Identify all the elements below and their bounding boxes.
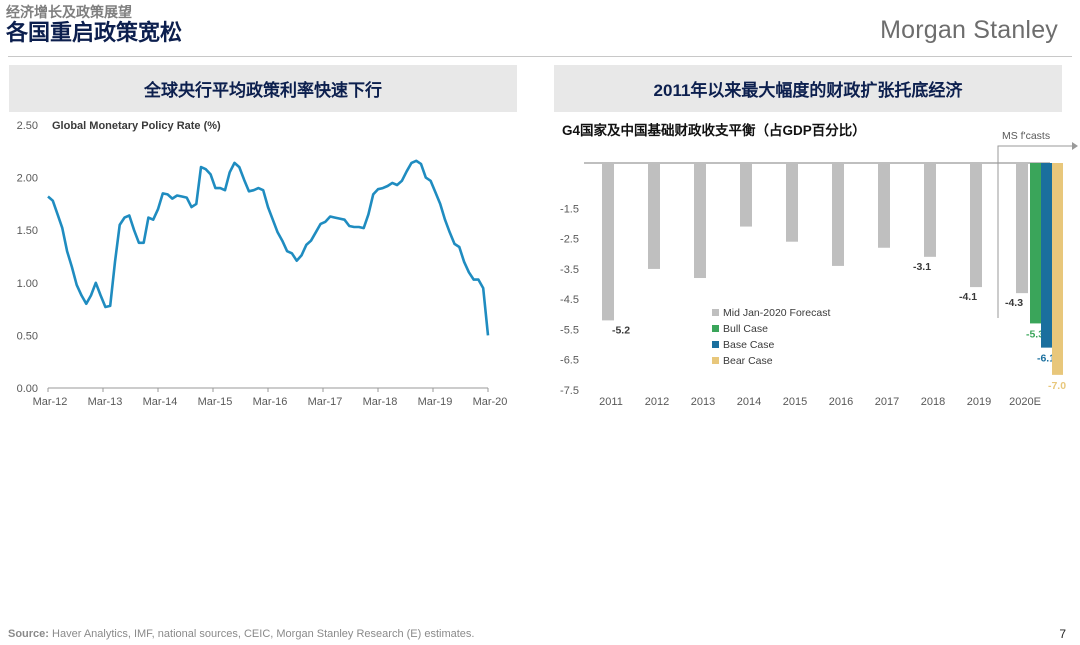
x-tick-label: 2015 xyxy=(783,396,807,408)
x-tick-label: 2012 xyxy=(645,396,669,408)
bar-data-label: -4.3 xyxy=(1005,297,1023,309)
x-tick-label: Mar-18 xyxy=(363,396,398,408)
brand-logo: Morgan Stanley xyxy=(880,16,1058,44)
y-tick-label: 1.50 xyxy=(17,225,38,237)
y-tick-label: -5.5 xyxy=(560,324,579,336)
legend-swatch xyxy=(712,325,719,332)
right-panel-heading: 2011年以来最大幅度的财政扩张托底经济 xyxy=(554,65,1062,112)
x-tick-label: Mar-15 xyxy=(198,396,233,408)
bar-bull-case xyxy=(1030,163,1041,324)
slide-header: 经济增长及政策展望 各国重启政策宽松 xyxy=(6,4,182,46)
bar-bear-case xyxy=(1052,163,1063,375)
y-tick-label: -7.5 xyxy=(560,385,579,397)
legend-swatch xyxy=(712,357,719,364)
page-number: 7 xyxy=(1059,627,1066,641)
x-tick-label: Mar-16 xyxy=(253,396,288,408)
slide-supertitle: 经济增长及政策展望 xyxy=(6,4,132,20)
legend-item-label: Bull Case xyxy=(723,323,768,335)
source-footnote: Source: Haver Analytics, IMF, national s… xyxy=(8,628,474,640)
bar-mid-jan-forecast xyxy=(832,163,844,266)
x-tick-label: Mar-20 xyxy=(473,396,508,408)
x-tick-label: 2017 xyxy=(875,396,899,408)
x-tick-label: 2014 xyxy=(737,396,761,408)
policy-rate-series-line xyxy=(47,159,490,336)
y-tick-label: -6.5 xyxy=(560,355,579,367)
forecast-bracket xyxy=(997,145,1072,318)
bar-mid-jan-forecast xyxy=(786,163,798,242)
bear-case-data-label: -7.0 xyxy=(1048,380,1066,392)
bar-data-label: -4.1 xyxy=(959,291,977,303)
y-tick-label: -2.5 xyxy=(560,234,579,246)
bar-mid-jan-forecast xyxy=(648,163,660,269)
bar-mid-jan-forecast xyxy=(970,163,982,288)
fiscal-balance-bar-chart: G4国家及中国基础财政收支平衡（占GDP百分比） -1.5 -2.5 -3.5 -4.5… xyxy=(560,122,1078,408)
x-tick-label: Mar-13 xyxy=(88,396,123,408)
x-tick-label: Mar-14 xyxy=(143,396,178,408)
base-case-data-label: -6.1 xyxy=(1037,353,1055,365)
y-tick-label: -1.5 xyxy=(560,203,579,215)
source-text: Haver Analytics, IMF, national sources, … xyxy=(48,628,475,640)
x-tick-label: Mar-17 xyxy=(308,396,343,408)
x-tick-label: 2011 xyxy=(599,396,623,408)
x-tick-label: 2016 xyxy=(829,396,853,408)
y-tick-label: 1.00 xyxy=(17,278,38,290)
forecast-arrow-icon xyxy=(1072,142,1078,150)
forecast-annotation: MS f'casts xyxy=(1002,130,1050,142)
legend-swatch xyxy=(712,309,719,316)
bar-data-label: -3.1 xyxy=(913,261,931,273)
bar-data-label: -5.2 xyxy=(612,324,630,336)
x-tick-label: 2019 xyxy=(967,396,991,408)
y-tick-label: -4.5 xyxy=(560,294,579,306)
bar-base-case xyxy=(1041,163,1052,348)
source-label: Source: xyxy=(8,628,49,640)
header-divider xyxy=(8,56,1072,57)
y-tick-label: 2.50 xyxy=(17,120,38,132)
x-tick-label: Mar-12 xyxy=(33,396,68,408)
bar-mid-jan-forecast xyxy=(1016,163,1028,294)
legend-swatch xyxy=(712,341,719,348)
bar-mid-jan-forecast xyxy=(878,163,890,248)
legend-item-label: Mid Jan-2020 Forecast xyxy=(723,307,830,319)
left-panel-heading: 全球央行平均政策利率快速下行 xyxy=(9,65,517,112)
bar-mid-jan-forecast xyxy=(740,163,752,227)
x-tick-label: 2018 xyxy=(921,396,945,408)
legend-item-label: Base Case xyxy=(723,339,775,351)
y-tick-label: 0.50 xyxy=(17,330,38,342)
y-tick-label: -3.5 xyxy=(560,264,579,276)
y-tick-label: 2.00 xyxy=(17,173,38,185)
policy-rate-line-chart: 0.00 0.50 1.00 1.50 2.00 2.50 Global Monetary … xyxy=(17,120,508,408)
x-tick-label: Mar-19 xyxy=(418,396,453,408)
legend-item-label: Bear Case xyxy=(723,355,773,367)
slide-title: 各国重启政策宽松 xyxy=(6,20,183,45)
y-tick-label: 0.00 xyxy=(17,383,38,395)
bar-mid-jan-forecast xyxy=(694,163,706,279)
bar-chart-title: G4国家及中国基础财政收支平衡（占GDP百分比） xyxy=(562,122,866,138)
x-tick-label: 2020E xyxy=(1009,396,1041,408)
bar-mid-jan-forecast xyxy=(924,163,936,257)
bar-mid-jan-forecast xyxy=(602,163,614,321)
line-chart-title: Global Monetary Policy Rate (%) xyxy=(52,120,221,132)
bull-case-data-label: -5.3 xyxy=(1026,328,1044,340)
x-tick-label: 2013 xyxy=(691,396,715,408)
